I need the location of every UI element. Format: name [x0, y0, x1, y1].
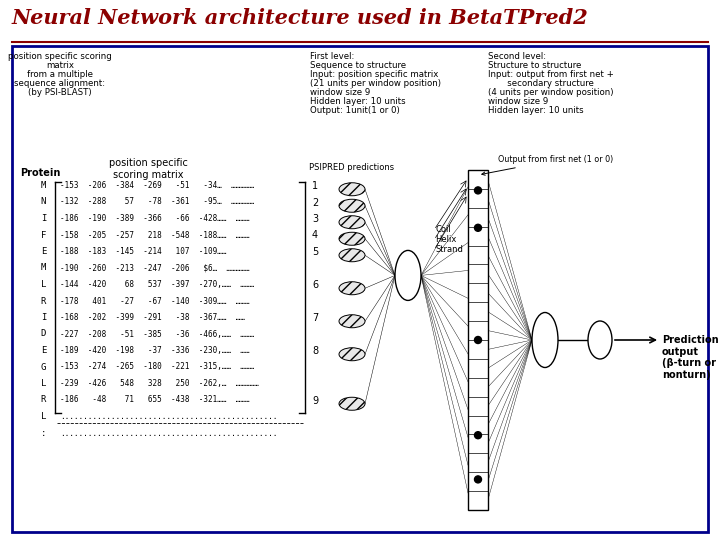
Text: M: M — [40, 264, 46, 273]
Ellipse shape — [339, 216, 365, 229]
Text: -144  -420    68   537  -397  -270,……  ………: -144 -420 68 537 -397 -270,…… ……… — [60, 280, 254, 289]
Text: -188  -183  -145  -214   107  -109……: -188 -183 -145 -214 107 -109…… — [60, 247, 227, 256]
Circle shape — [474, 187, 482, 194]
Text: -132  -288    57   -78  -361   -95…  ……………: -132 -288 57 -78 -361 -95… …………… — [60, 198, 254, 206]
Text: 9: 9 — [312, 395, 318, 406]
Text: window size 9: window size 9 — [310, 88, 370, 97]
Text: -158  -205  -257   218  -548  -188……  ………: -158 -205 -257 218 -548 -188…… ……… — [60, 231, 250, 240]
Text: 4: 4 — [312, 231, 318, 240]
Text: 7: 7 — [312, 313, 318, 323]
Text: L: L — [40, 379, 46, 388]
Text: -227  -208   -51  -385   -36  -466,……  ………: -227 -208 -51 -385 -36 -466,…… ……… — [60, 329, 254, 339]
Text: 8: 8 — [312, 346, 318, 356]
Text: 2: 2 — [312, 198, 318, 207]
Text: window size 9: window size 9 — [488, 97, 548, 106]
Text: E: E — [40, 247, 46, 256]
Text: :: : — [40, 429, 46, 437]
Ellipse shape — [339, 282, 365, 295]
Text: (4 units per window position): (4 units per window position) — [488, 88, 613, 97]
Text: Sequence to structure: Sequence to structure — [310, 61, 406, 70]
Text: Output from first net (1 or 0): Output from first net (1 or 0) — [482, 156, 613, 176]
Text: Coil: Coil — [435, 226, 451, 234]
Ellipse shape — [339, 249, 365, 262]
Ellipse shape — [339, 397, 365, 410]
Text: L: L — [40, 412, 46, 421]
Text: Output: 1unit(1 or 0): Output: 1unit(1 or 0) — [310, 106, 400, 115]
Text: -186   -48    71   655  -438  -321……  ………: -186 -48 71 655 -438 -321…… ……… — [60, 395, 250, 404]
Ellipse shape — [532, 313, 558, 368]
Text: F: F — [40, 231, 46, 240]
Text: Input: position specific matrix: Input: position specific matrix — [310, 70, 438, 79]
Circle shape — [474, 431, 482, 438]
Ellipse shape — [339, 315, 365, 328]
Text: Second level:: Second level: — [488, 52, 546, 61]
Text: Strand: Strand — [435, 246, 463, 254]
Text: -189  -420  -198   -37  -336  -230,……  ……: -189 -420 -198 -37 -336 -230,…… …… — [60, 346, 250, 355]
Text: I: I — [40, 214, 46, 223]
Text: -153  -274  -265  -180  -221  -315,……  ………: -153 -274 -265 -180 -221 -315,…… ……… — [60, 362, 254, 372]
Text: -168  -202  -399  -291   -38  -367……  ……: -168 -202 -399 -291 -38 -367…… …… — [60, 313, 245, 322]
Text: Protein: Protein — [20, 168, 60, 178]
Text: Prediction
output
(β-turn or
nonturn): Prediction output (β-turn or nonturn) — [662, 335, 719, 380]
Text: position specific scoring: position specific scoring — [8, 52, 112, 61]
Ellipse shape — [395, 251, 421, 300]
Bar — [468, 170, 488, 510]
Ellipse shape — [339, 232, 365, 245]
Text: D: D — [40, 329, 46, 339]
Text: Helix: Helix — [435, 235, 456, 245]
Text: (21 units per window position): (21 units per window position) — [310, 79, 441, 88]
Ellipse shape — [339, 199, 365, 212]
Text: Input: output from first net +: Input: output from first net + — [488, 70, 614, 79]
Text: -190  -260  -213  -247  -206   $6…  ……………: -190 -260 -213 -247 -206 $6… …………… — [60, 264, 250, 273]
Circle shape — [474, 224, 482, 231]
Text: E: E — [40, 346, 46, 355]
Text: PSIPRED predictions: PSIPRED predictions — [310, 163, 395, 172]
Text: ...............................................: ........................................… — [60, 412, 277, 421]
Text: -186  -190  -389  -366   -66  -428……  ………: -186 -190 -389 -366 -66 -428…… ……… — [60, 214, 250, 223]
Text: Structure to structure: Structure to structure — [488, 61, 581, 70]
Text: M: M — [40, 181, 46, 190]
Text: matrix: matrix — [46, 61, 74, 70]
Text: -239  -426   548   328   250  -262,…  ……………: -239 -426 548 328 250 -262,… …………… — [60, 379, 259, 388]
Text: sequence alignment:: sequence alignment: — [14, 79, 106, 88]
Text: 3: 3 — [312, 214, 318, 224]
Text: R: R — [40, 395, 46, 404]
Text: G: G — [40, 362, 46, 372]
Text: Neural Network architecture used in BetaTPred2: Neural Network architecture used in Beta… — [12, 8, 589, 28]
Text: -178   401   -27   -67  -140  -309……  ………: -178 401 -27 -67 -140 -309…… ……… — [60, 296, 250, 306]
Text: N: N — [40, 198, 46, 206]
Text: (by PSI-BLAST): (by PSI-BLAST) — [28, 88, 92, 97]
Text: 6: 6 — [312, 280, 318, 290]
Circle shape — [474, 476, 482, 483]
Text: from a multiple: from a multiple — [27, 70, 93, 79]
Text: position specific
scoring matrix: position specific scoring matrix — [109, 158, 187, 180]
Text: 1: 1 — [312, 181, 318, 191]
Text: -153  -206  -384  -269   -51   -34…  ……………: -153 -206 -384 -269 -51 -34… …………… — [60, 181, 254, 190]
Text: secondary structure: secondary structure — [488, 79, 594, 88]
Text: First level:: First level: — [310, 52, 354, 61]
Text: 5: 5 — [312, 247, 318, 257]
Ellipse shape — [339, 348, 365, 361]
Text: Hidden layer: 10 units: Hidden layer: 10 units — [488, 106, 584, 115]
Text: Hidden layer: 10 units: Hidden layer: 10 units — [310, 97, 405, 106]
Ellipse shape — [588, 321, 612, 359]
Text: ...............................................: ........................................… — [60, 429, 277, 437]
Text: I: I — [40, 313, 46, 322]
Text: L: L — [40, 280, 46, 289]
Text: R: R — [40, 296, 46, 306]
Circle shape — [474, 336, 482, 343]
Ellipse shape — [339, 183, 365, 195]
